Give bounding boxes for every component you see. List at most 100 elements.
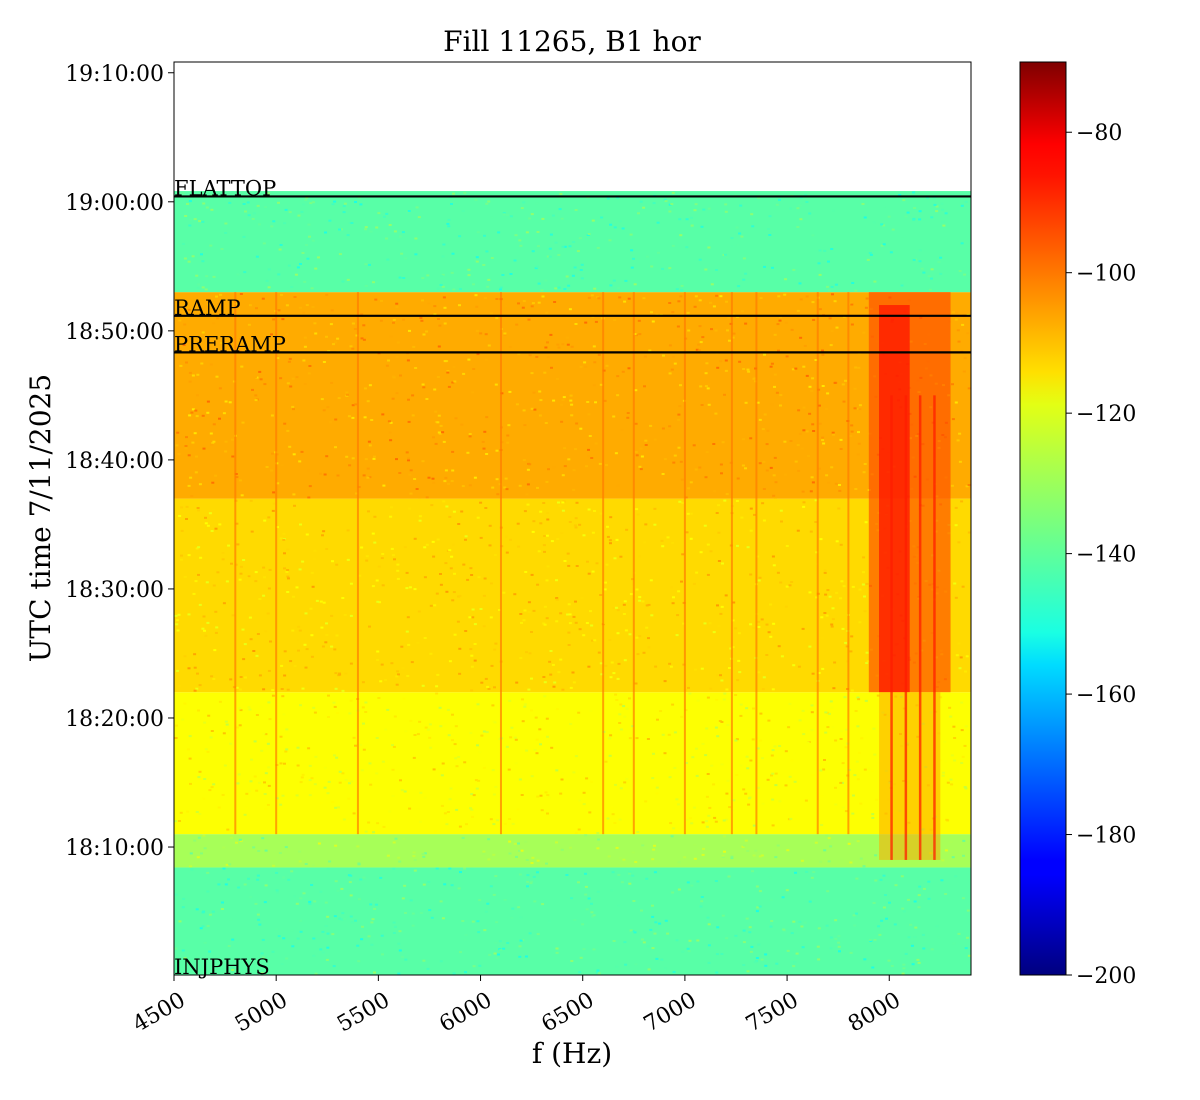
noise-cell — [596, 832, 600, 835]
noise-cell — [486, 433, 490, 436]
noise-cell — [226, 828, 230, 831]
noise-cell — [590, 294, 594, 297]
noise-cell — [303, 336, 307, 339]
noise-cell — [443, 883, 447, 886]
noise-cell — [798, 204, 802, 207]
noise-cell — [282, 532, 286, 535]
noise-cell — [201, 260, 205, 263]
noise-cell — [739, 714, 743, 717]
noise-cell — [796, 444, 800, 447]
noise-cell — [792, 752, 796, 754]
noise-cell — [536, 231, 540, 233]
noise-cell — [711, 855, 715, 858]
hot-line — [918, 395, 922, 860]
noise-cell — [208, 913, 212, 916]
noise-cell — [681, 950, 685, 953]
noise-cell — [811, 481, 815, 484]
noise-cell — [725, 937, 729, 940]
noise-cell — [404, 958, 408, 961]
noise-cell — [756, 737, 760, 739]
noise-cell — [635, 636, 639, 639]
noise-cell — [810, 729, 814, 732]
noise-cell — [256, 874, 260, 877]
noise-cell — [346, 529, 350, 532]
noise-cell — [790, 961, 794, 964]
noise-cell — [845, 728, 848, 731]
noise-cell — [840, 580, 844, 583]
noise-cell — [736, 544, 739, 547]
noise-cell — [798, 432, 802, 435]
noise-cell — [832, 687, 836, 690]
noise-cell — [271, 689, 275, 692]
noise-cell — [293, 504, 296, 507]
noise-cell — [418, 515, 422, 518]
noise-cell — [476, 744, 479, 747]
noise-cell — [607, 855, 611, 858]
noise-cell — [670, 835, 674, 838]
noise-cell — [858, 621, 862, 624]
noise-cell — [731, 619, 735, 622]
noise-cell — [705, 820, 708, 823]
noise-cell — [297, 214, 301, 217]
noise-cell — [544, 791, 548, 794]
noise-cell — [568, 521, 572, 523]
noise-cell — [304, 863, 308, 865]
noise-cell — [543, 371, 547, 374]
noise-cell — [541, 217, 545, 220]
noise-cell — [526, 874, 530, 877]
noise-cell — [397, 673, 400, 676]
noise-cell — [202, 447, 206, 450]
noise-cell — [367, 510, 370, 513]
noise-cell — [462, 372, 466, 375]
noise-cell — [310, 655, 314, 658]
noise-cell — [818, 273, 822, 276]
noise-cell — [501, 274, 505, 276]
noise-cell — [476, 703, 480, 706]
noise-cell — [204, 634, 208, 637]
noise-cell — [245, 792, 249, 795]
noise-cell — [581, 923, 585, 926]
noise-cell — [195, 455, 198, 458]
noise-cell — [471, 608, 475, 611]
noise-cell — [693, 209, 697, 212]
noise-cell — [503, 486, 507, 489]
noise-cell — [446, 371, 450, 374]
noise-cell — [887, 215, 891, 218]
noise-cell — [413, 869, 417, 872]
noise-cell — [799, 298, 803, 301]
noise-cell — [559, 792, 563, 795]
noise-cell — [958, 460, 962, 463]
noise-cell — [200, 362, 204, 365]
noise-cell — [314, 755, 318, 758]
noise-cell — [921, 933, 925, 936]
noise-cell — [338, 781, 342, 784]
noise-cell — [419, 791, 423, 794]
noise-cell — [242, 559, 246, 561]
noise-cell — [545, 480, 549, 483]
noise-cell — [468, 484, 472, 487]
noise-cell — [605, 464, 608, 467]
noise-cell — [499, 949, 503, 952]
noise-cell — [283, 762, 286, 765]
noise-cell — [675, 798, 679, 801]
noise-cell — [375, 226, 379, 229]
noise-cell — [177, 453, 181, 456]
noise-cell — [544, 422, 548, 424]
noise-cell — [325, 622, 328, 625]
noise-cell — [768, 215, 772, 218]
noise-cell — [716, 366, 720, 369]
noise-cell — [624, 963, 628, 966]
noise-cell — [737, 632, 741, 635]
noise-cell — [944, 849, 948, 852]
noise-cell — [574, 209, 578, 211]
noise-cell — [419, 912, 423, 914]
noise-cell — [174, 614, 178, 617]
noise-cell — [413, 537, 417, 540]
noise-cell — [645, 877, 649, 880]
noise-cell — [435, 692, 439, 695]
noise-cell — [488, 544, 492, 547]
noise-cell — [215, 626, 219, 629]
noise-cell — [824, 731, 828, 734]
noise-cell — [805, 295, 809, 298]
noise-cell — [708, 806, 712, 809]
